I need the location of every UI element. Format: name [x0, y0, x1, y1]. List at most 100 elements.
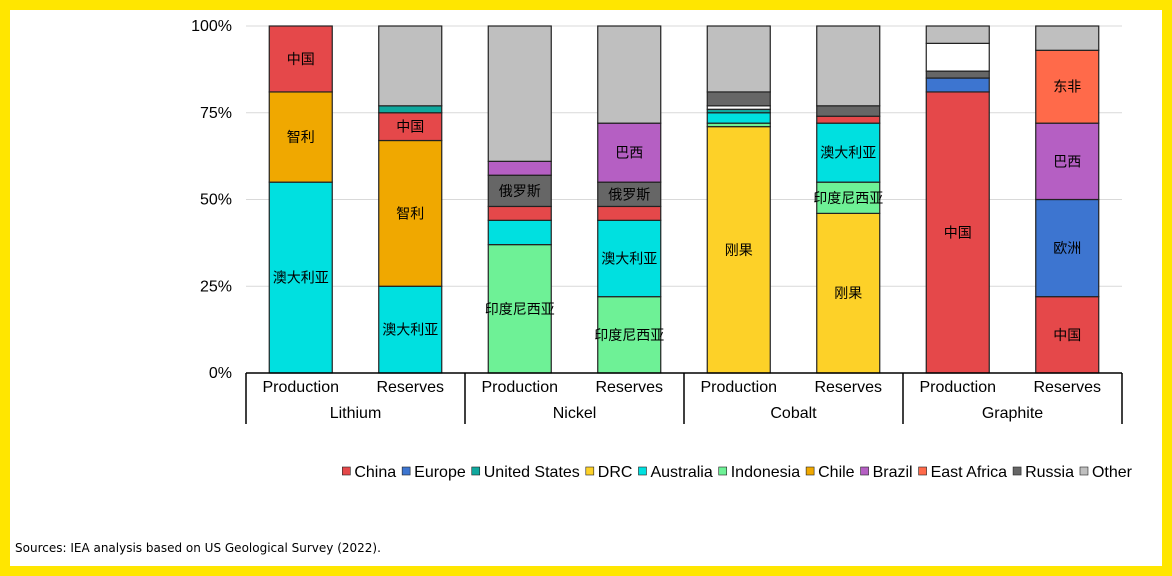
bar-segment-other	[487, 25, 552, 162]
bar-segment-russia	[487, 174, 552, 208]
data-label: 中国	[287, 52, 315, 68]
legend-swatch	[342, 466, 351, 476]
legend-label: Australia	[650, 464, 712, 481]
legend-swatch	[1012, 466, 1022, 476]
bar-segment-australia	[487, 219, 552, 246]
legend-label: Indonesia	[731, 464, 800, 481]
legend-label: Europe	[414, 464, 466, 481]
bar-segment-russia	[816, 105, 881, 117]
legend-label: China	[354, 464, 396, 481]
x-tick-label: Production	[701, 379, 778, 396]
bar-segment-china	[597, 205, 662, 221]
data-label: 俄罗斯	[499, 184, 541, 200]
legend-item-brazil: Brazil	[860, 464, 913, 481]
data-label: 印度尼西亚	[813, 191, 883, 207]
x-tick-label: Reserves	[814, 379, 882, 396]
stacked-bar-chart: 0%25%50%75%100%澳大利亚智利中国澳大利亚智利中国印度尼西亚俄罗斯印…	[191, 18, 1133, 481]
legend-item-chile: Chile	[805, 464, 855, 481]
legend-item-australia: Australia	[638, 464, 713, 481]
bar-segment-brazil	[487, 160, 552, 176]
data-label: 中国	[944, 225, 972, 241]
data-label: 印度尼西亚	[594, 328, 664, 344]
bar-cobalt-reserves: 刚果 印度尼西亚 澳大利亚	[813, 25, 883, 374]
data-label: 智利	[396, 206, 424, 222]
group-label: Graphite	[982, 405, 1043, 422]
legend-swatch	[471, 466, 481, 476]
legend-swatch	[585, 466, 595, 476]
legend-swatch	[718, 466, 728, 476]
x-tick-label: Production	[482, 379, 559, 396]
bar-segment-other	[706, 25, 771, 93]
legend-item-russia: Russia	[1012, 464, 1074, 481]
bar-segment-europe	[925, 77, 990, 93]
data-label: 澳大利亚	[273, 271, 329, 287]
bar-segment-indonesia	[816, 181, 881, 214]
x-tick-label: Production	[920, 379, 997, 396]
legend-item-europe: Europe	[401, 464, 466, 481]
bar-graphite-production: 中国	[925, 25, 990, 374]
y-tick-label: 25%	[200, 278, 232, 295]
data-label: 俄罗斯	[608, 187, 650, 203]
data-label: 智利	[287, 130, 315, 146]
legend-swatch	[860, 466, 869, 476]
bar-segment-russia	[597, 181, 662, 208]
bar-segment-china	[1035, 296, 1100, 374]
y-tick-label: 50%	[200, 192, 232, 209]
source-note: Sources: IEA analysis based on US Geolog…	[15, 541, 381, 555]
y-tick-label: 75%	[200, 105, 232, 122]
data-label: 欧洲	[1053, 241, 1081, 257]
legend-label: Other	[1092, 464, 1133, 481]
bar-segment-other	[597, 25, 662, 124]
bar-segment-chile	[268, 91, 333, 183]
x-tick-label: Reserves	[1033, 379, 1101, 396]
bar-segment-brazil	[597, 122, 662, 183]
bar-segment-united-states	[378, 105, 443, 114]
data-label: 澳大利亚	[601, 251, 657, 267]
data-label: 印度尼西亚	[485, 302, 555, 318]
legend-label: Russia	[1025, 464, 1074, 481]
bar-segment-europe	[1035, 198, 1100, 298]
data-label: 中国	[396, 120, 424, 136]
legend-item-east-africa: East Africa	[918, 464, 1007, 481]
legend-item-united-states: United States	[471, 464, 580, 481]
data-label: 澳大利亚	[820, 146, 876, 162]
bar-segment-russia	[925, 70, 990, 79]
bar-segment-australia	[816, 122, 881, 183]
data-label: 巴西	[1053, 154, 1081, 170]
bar-segment-indonesia	[597, 296, 662, 374]
bar-segment-drc	[816, 212, 881, 374]
bar-segment-blank	[925, 42, 990, 72]
bar-segment-brazil	[1035, 122, 1100, 201]
data-label: 刚果	[834, 286, 862, 302]
bar-segment-other	[816, 25, 881, 107]
bar-segment-other	[925, 25, 990, 44]
legend-swatch	[805, 466, 815, 476]
legend-swatch	[918, 466, 927, 476]
bar-segment-australia	[378, 285, 443, 374]
legend-label: Chile	[818, 464, 855, 481]
bar-segment-russia	[706, 91, 771, 107]
legend-item-drc: DRC	[585, 464, 632, 481]
group-label: Lithium	[330, 405, 382, 422]
bar-segment-chile	[378, 139, 443, 287]
legend-item-china: China	[342, 464, 396, 481]
x-tick-label: Production	[263, 379, 340, 396]
data-label: 中国	[1053, 328, 1081, 344]
bar-segment-china	[816, 115, 881, 124]
y-tick-label: 0%	[209, 365, 232, 382]
bar-cobalt-production: 刚果	[706, 25, 771, 374]
bar-segment-australia	[706, 112, 771, 124]
bar-segment-china	[925, 91, 990, 374]
chart-frame: 0% 25% 50% 75% 100% 澳大利亚 智利 中国 澳大利亚 智利 中国 印度尼西亚 俄罗斯印…	[10, 10, 1162, 566]
x-tick-label: Reserves	[595, 379, 663, 396]
legend: China Europe United States DRC Australia Indo…	[342, 464, 1133, 481]
data-label: 东非	[1053, 80, 1081, 96]
y-tick-label: 100%	[191, 18, 232, 35]
data-label: 刚果	[725, 243, 753, 259]
bar-segment-china	[487, 205, 552, 221]
bar-segment-australia	[268, 181, 333, 374]
bar-segment-other	[378, 25, 443, 107]
